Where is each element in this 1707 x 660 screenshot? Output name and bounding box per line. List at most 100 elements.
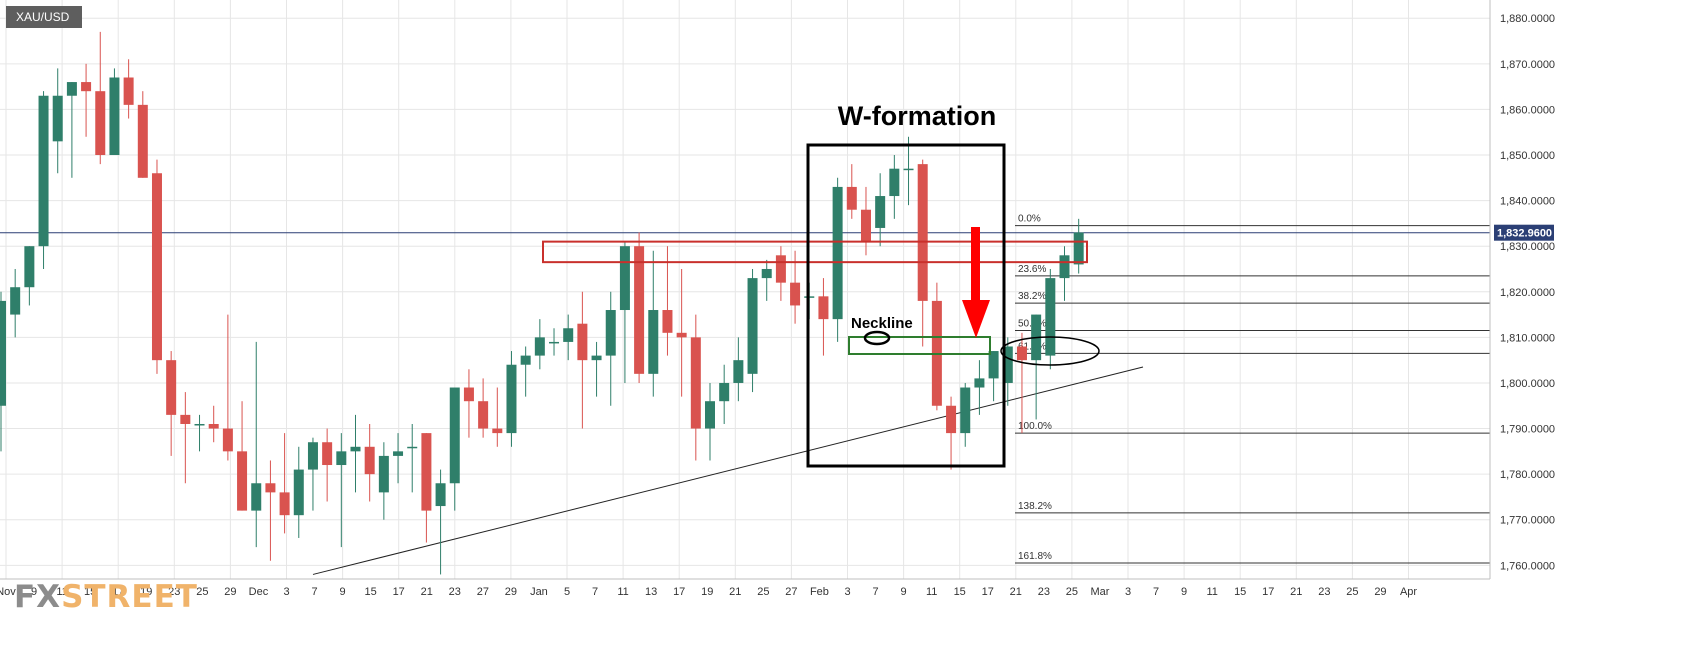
candle-body: [421, 433, 432, 511]
annotations: W-formation Neckline: [542, 101, 1100, 468]
candle-body: [974, 378, 985, 388]
candle-body: [534, 337, 545, 356]
candle: [506, 351, 517, 447]
candle: [109, 68, 120, 156]
x-tick-label: 7: [1153, 586, 1159, 598]
candle: [818, 278, 829, 356]
candle: [350, 414, 361, 493]
x-tick-label: 11: [1206, 586, 1217, 598]
x-tick-label: 25: [757, 586, 769, 598]
candle-body: [903, 168, 914, 171]
candle: [648, 250, 659, 397]
candle-body: [549, 341, 560, 344]
x-tick-label: 29: [1374, 586, 1386, 598]
fibonacci-levels: 0.0%23.6%38.2%50.0%61.8%100.0%138.2%161.…: [1015, 214, 1490, 564]
neckline-box: [848, 336, 991, 355]
candle: [421, 433, 432, 543]
candle-body: [279, 492, 290, 516]
x-tick-label: 17: [112, 586, 124, 598]
x-tick-label: 7: [311, 586, 317, 598]
candle: [463, 369, 474, 438]
candle-body: [775, 255, 786, 283]
y-tick-label: 1,880.0000: [1500, 13, 1555, 25]
x-tick-label: 27: [785, 586, 797, 598]
candles: [0, 31, 1084, 575]
candle: [66, 82, 77, 178]
x-tick-label: 9: [340, 586, 346, 598]
candle-body: [109, 77, 120, 156]
candle-body: [166, 360, 177, 415]
candle: [549, 328, 560, 356]
candle-body: [0, 300, 6, 406]
candle-body: [506, 364, 517, 434]
x-tick-label: 29: [505, 586, 517, 598]
candle-body: [265, 483, 276, 493]
candle: [860, 186, 871, 256]
candle: [123, 59, 134, 119]
candle: [435, 469, 446, 575]
candle: [634, 232, 645, 383]
candle: [194, 414, 205, 452]
candle-body: [393, 451, 404, 456]
candle: [747, 268, 758, 393]
current-price-label: 1,832.9600: [1497, 228, 1552, 240]
candle: [407, 423, 418, 493]
x-tick-label: 17: [982, 586, 994, 598]
candle-body: [24, 246, 35, 288]
candle-body: [946, 405, 957, 434]
candle: [237, 401, 248, 511]
candle: [1059, 246, 1070, 301]
candle: [832, 177, 843, 342]
candle-body: [350, 446, 361, 452]
candle-body: [960, 387, 971, 434]
candle-body: [747, 278, 758, 374]
candle-body: [875, 196, 886, 228]
candle-body: [322, 442, 333, 466]
candle-body: [208, 423, 219, 429]
target-arrow-head: [962, 300, 990, 338]
fib-level-label: 138.2%: [1018, 501, 1052, 512]
candle-body: [293, 469, 304, 516]
candle: [775, 246, 786, 301]
candle: [1073, 218, 1084, 274]
candle: [931, 282, 942, 411]
candle: [208, 405, 219, 443]
fib-level-label: 38.2%: [1018, 291, 1046, 302]
x-tick-label: 15: [365, 586, 377, 598]
x-tick-label: 23: [1318, 586, 1330, 598]
trendline-group: [0, 232, 1490, 575]
candle: [875, 173, 886, 247]
candle-body: [492, 428, 503, 434]
candle: [378, 442, 389, 520]
neckline-marker-ellipse: [863, 330, 891, 346]
w-formation-box: [806, 143, 1006, 468]
candle: [1031, 314, 1042, 420]
x-tick-label: Jan: [530, 586, 548, 598]
candle-body: [520, 355, 531, 365]
candle-body: [449, 387, 460, 484]
target-arrow-shaft: [971, 227, 980, 302]
candle: [1002, 337, 1013, 406]
candle: [293, 446, 304, 538]
w-formation-title: W-formation: [838, 101, 996, 131]
candle: [591, 341, 602, 397]
x-tick-label: 11: [926, 586, 937, 598]
x-tick-label: 17: [393, 586, 405, 598]
candle: [690, 314, 701, 461]
x-tick-label: 11: [56, 586, 67, 598]
candle: [492, 387, 503, 447]
x-tick-label: 21: [421, 586, 433, 598]
candle-body: [478, 401, 489, 429]
y-tick-label: 1,810.0000: [1500, 332, 1555, 344]
x-tick-label: 3: [283, 586, 289, 598]
x-tick-label: 21: [1290, 586, 1302, 598]
y-tick-label: 1,840.0000: [1500, 196, 1555, 208]
current-price-tag: [1494, 224, 1554, 241]
candle-body: [194, 423, 205, 426]
x-tick-label: 17: [1262, 586, 1274, 598]
y-tick-label: 1,770.0000: [1500, 515, 1555, 527]
fib-618-ellipse: [1000, 336, 1100, 366]
candle: [605, 291, 616, 406]
